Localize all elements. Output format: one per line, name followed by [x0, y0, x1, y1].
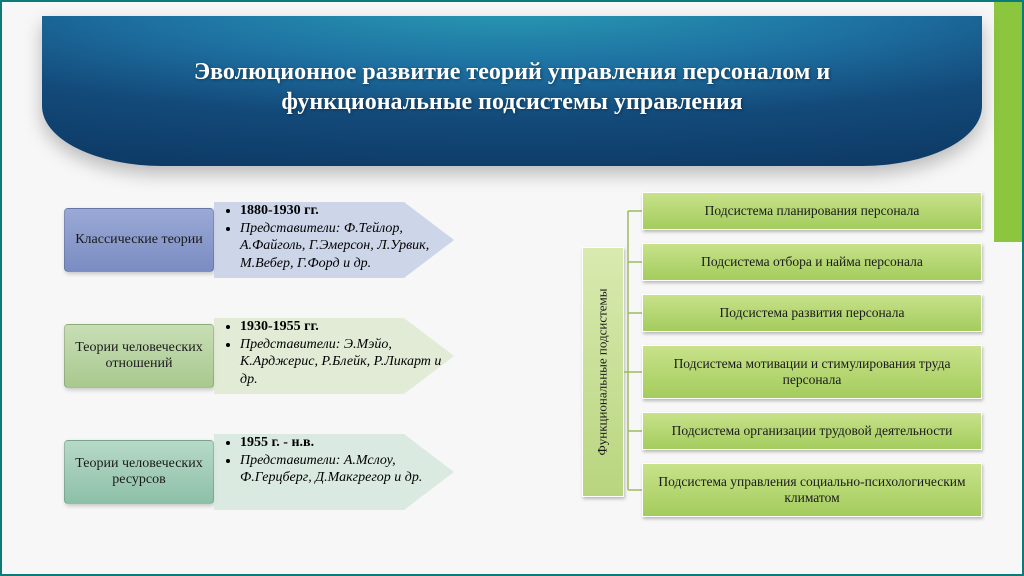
- subsystem-item: Подсистема управления социально-психолог…: [642, 463, 982, 517]
- title-banner: Эволюционное развитие теорий управления …: [42, 16, 982, 166]
- theory-reps: Представители: Э.Мэйо, К.Арджерис, Р.Бле…: [240, 336, 451, 389]
- accent-bar: [994, 2, 1022, 242]
- subsystems-column: Функциональные подсистемы Подсистема пла…: [582, 192, 982, 552]
- theory-reps: Представители: А.Мслоу, Ф.Герцберг, Д.Ма…: [240, 452, 451, 487]
- subsystems-root-label: Функциональные подсистемы: [595, 288, 611, 455]
- tree-connectors: [624, 192, 642, 552]
- subsystems-root: Функциональные подсистемы: [582, 247, 624, 497]
- page-title: Эволюционное развитие теорий управления …: [102, 57, 922, 117]
- subsystem-item: Подсистема развития персонала: [642, 294, 982, 332]
- theory-years: 1880-1930 гг.: [240, 202, 451, 220]
- theory-reps: Представители: Ф.Тейлор, А.Файголь, Г.Эм…: [240, 220, 451, 273]
- theory-label-box: Теории человеческих ресурсов: [64, 440, 214, 504]
- subsystem-item: Подсистема отбора и найма персонала: [642, 243, 982, 281]
- theory-row: Классические теории 1880-1930 гг. Предст…: [64, 194, 534, 290]
- theory-row: Теории человеческих ресурсов 1955 г. - н…: [64, 426, 534, 522]
- theory-details: 1955 г. - н.в. Представители: А.Мслоу, Ф…: [226, 434, 451, 487]
- theory-details: 1880-1930 гг. Представители: Ф.Тейлор, А…: [226, 202, 451, 272]
- theory-years: 1955 г. - н.в.: [240, 434, 451, 452]
- subsystem-item: Подсистема планирования персонала: [642, 192, 982, 230]
- theory-row: Теории человеческих отношений 1930-1955 …: [64, 310, 534, 406]
- subsystem-item: Подсистема организации трудовой деятельн…: [642, 412, 982, 450]
- theories-column: Классические теории 1880-1930 гг. Предст…: [64, 194, 534, 542]
- theory-details: 1930-1955 гг. Представители: Э.Мэйо, К.А…: [226, 318, 451, 388]
- theory-label-box: Классические теории: [64, 208, 214, 272]
- theory-label-box: Теории человеческих отношений: [64, 324, 214, 388]
- subsystem-item: Подсистема мотивации и стимулирования тр…: [642, 345, 982, 399]
- theory-years: 1930-1955 гг.: [240, 318, 451, 336]
- subsystems-list: Подсистема планирования персонала Подсист…: [642, 192, 982, 517]
